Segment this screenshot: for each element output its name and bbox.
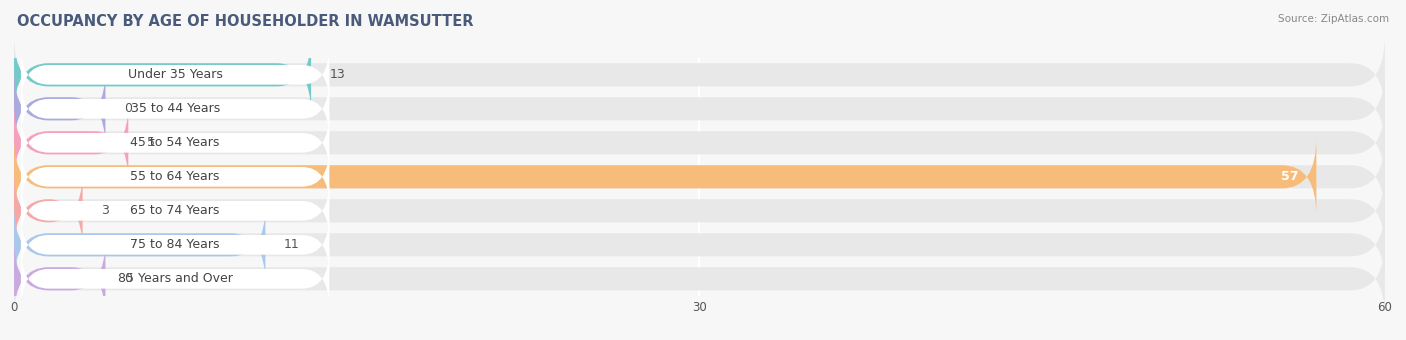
FancyBboxPatch shape: [14, 103, 1385, 182]
Text: 65 to 74 Years: 65 to 74 Years: [131, 204, 219, 217]
Text: 45 to 54 Years: 45 to 54 Years: [131, 136, 219, 149]
FancyBboxPatch shape: [14, 137, 1385, 216]
Text: 0: 0: [124, 272, 132, 285]
FancyBboxPatch shape: [21, 146, 329, 208]
Text: 0: 0: [124, 102, 132, 115]
FancyBboxPatch shape: [21, 248, 329, 310]
Text: OCCUPANCY BY AGE OF HOUSEHOLDER IN WAMSUTTER: OCCUPANCY BY AGE OF HOUSEHOLDER IN WAMSU…: [17, 14, 474, 29]
FancyBboxPatch shape: [21, 112, 329, 174]
FancyBboxPatch shape: [14, 35, 1385, 114]
FancyBboxPatch shape: [14, 239, 1385, 318]
Text: 75 to 84 Years: 75 to 84 Years: [131, 238, 219, 251]
Text: 85 Years and Over: 85 Years and Over: [118, 272, 232, 285]
FancyBboxPatch shape: [14, 171, 83, 250]
FancyBboxPatch shape: [14, 171, 1385, 250]
Text: 35 to 44 Years: 35 to 44 Years: [131, 102, 219, 115]
FancyBboxPatch shape: [14, 239, 105, 318]
Text: Source: ZipAtlas.com: Source: ZipAtlas.com: [1278, 14, 1389, 23]
Text: 13: 13: [329, 68, 344, 81]
Text: 5: 5: [146, 136, 155, 149]
FancyBboxPatch shape: [14, 205, 266, 284]
Text: 57: 57: [1281, 170, 1298, 183]
FancyBboxPatch shape: [14, 69, 105, 148]
FancyBboxPatch shape: [21, 78, 329, 140]
FancyBboxPatch shape: [14, 69, 1385, 148]
FancyBboxPatch shape: [21, 214, 329, 276]
FancyBboxPatch shape: [21, 44, 329, 106]
FancyBboxPatch shape: [14, 103, 128, 182]
Text: 55 to 64 Years: 55 to 64 Years: [131, 170, 219, 183]
FancyBboxPatch shape: [14, 205, 1385, 284]
FancyBboxPatch shape: [21, 180, 329, 242]
Text: Under 35 Years: Under 35 Years: [128, 68, 222, 81]
FancyBboxPatch shape: [14, 35, 311, 114]
Text: 3: 3: [101, 204, 108, 217]
FancyBboxPatch shape: [14, 137, 1316, 216]
Text: 11: 11: [284, 238, 299, 251]
